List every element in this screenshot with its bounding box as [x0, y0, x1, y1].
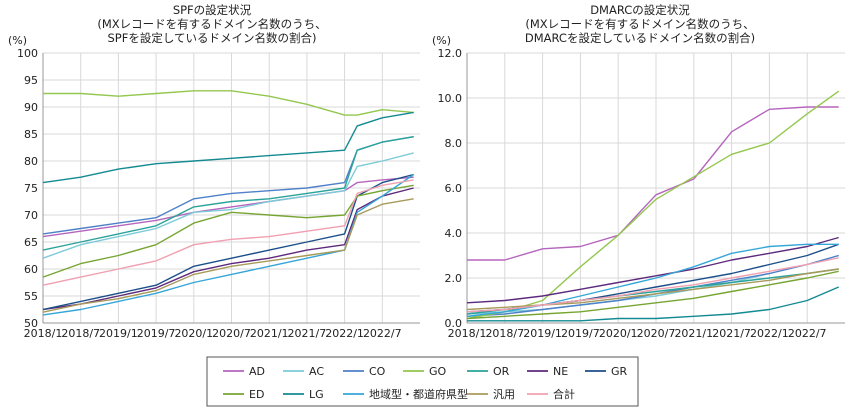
- dmarc-x-tick-label: 2019/7: [561, 327, 600, 340]
- spf-x-tick-label: 2019/7: [137, 327, 176, 340]
- spf-x-tick-label: 2022/1: [325, 327, 364, 340]
- spf-chart-title: SPFの設定状況: [173, 3, 252, 17]
- spf-y-tick-label: 85: [24, 128, 38, 141]
- spf-y-tick-label: 100: [17, 47, 38, 60]
- spf-chart-subtitle-1: (MXレコードを有するドメイン名数のうち、: [97, 17, 326, 31]
- spf-y-tick-label: 65: [24, 236, 38, 249]
- spf-series-line-ED: [43, 185, 414, 277]
- legend-label: ED: [249, 388, 264, 401]
- dmarc-y-unit: (%): [432, 34, 451, 47]
- spf-y-tick-label: 60: [24, 263, 38, 276]
- spf-x-tick-label: 2018/7: [61, 327, 100, 340]
- legend-label: OR: [493, 365, 510, 378]
- dmarc-x-tick-label: 2021/7: [712, 327, 751, 340]
- dmarc-y-tick-label: 12.0: [438, 47, 463, 60]
- legend-label: GO: [429, 365, 447, 378]
- dmarc-x-tick-label: 2022/7: [788, 327, 827, 340]
- spf-series-line-NE: [43, 188, 414, 310]
- spf-x-tick-label: 2021/1: [250, 327, 289, 340]
- spf-y-tick-label: 80: [24, 155, 38, 168]
- dmarc-x-tick-label: 2022/1: [750, 327, 789, 340]
- dmarc-y-tick-label: 2.0: [445, 272, 463, 285]
- dmarc-x-tick-label: 2020/1: [599, 327, 638, 340]
- dmarc-chart-title: DMARCの設定状況: [590, 3, 690, 17]
- dmarc-y-tick-label: 8.0: [445, 137, 463, 150]
- spf-series-line-LG: [43, 112, 414, 182]
- spf-series-line-AD: [43, 177, 414, 236]
- spf-x-tick-label: 2020/1: [174, 327, 213, 340]
- spf-y-tick-label: 90: [24, 101, 38, 114]
- spf-x-tick-label: 2022/7: [363, 327, 402, 340]
- dmarc-y-tick-label: 4.0: [445, 227, 463, 240]
- dmarc-x-tick-label: 2020/7: [637, 327, 676, 340]
- legend-label: LG: [309, 388, 324, 401]
- spf-y-tick-label: 70: [24, 209, 38, 222]
- dmarc-series-line-AD: [467, 107, 839, 260]
- legend-label: AC: [309, 365, 324, 378]
- legend-label: CO: [369, 365, 386, 378]
- dmarc-y-tick-label: 6.0: [445, 182, 463, 195]
- spf-x-tick-label: 2021/7: [288, 327, 327, 340]
- dmarc-chart-subtitle-2: DMARCを設定しているドメイン名数の割合): [525, 31, 755, 45]
- spf-x-tick-label: 2020/7: [212, 327, 251, 340]
- spf-x-tick-label: 2019/1: [99, 327, 138, 340]
- dmarc-series-line-GO: [467, 91, 839, 318]
- spf-series-line-CO: [43, 137, 414, 234]
- legend-label: AD: [249, 365, 265, 378]
- dmarc-series-line-AC: [467, 256, 839, 315]
- spf-y-tick-label: 95: [24, 74, 38, 87]
- spf-y-unit: (%): [8, 34, 27, 47]
- dmarc-x-tick-label: 2021/1: [674, 327, 713, 340]
- dmarc-x-tick-label: 2019/1: [523, 327, 562, 340]
- spf-y-tick-label: 55: [24, 290, 38, 303]
- dmarc-chart-subtitle-1: (MXレコードを有するドメイン名数のうち、: [525, 17, 754, 31]
- legend-label: GR: [611, 365, 628, 378]
- dmarc-x-tick-label: 2018/1: [448, 327, 487, 340]
- spf-series-line-汎用: [43, 199, 414, 312]
- spf-y-tick-label: 75: [24, 182, 38, 195]
- dmarc-x-tick-label: 2018/7: [485, 327, 524, 340]
- spf-series-line-GO: [43, 91, 414, 115]
- spf-x-tick-label: 2018/1: [24, 327, 63, 340]
- legend-label: 合計: [553, 387, 575, 401]
- dmarc-y-tick-label: 10.0: [438, 92, 463, 105]
- legend-label: 汎用: [493, 387, 515, 401]
- legend-label: NE: [553, 365, 568, 378]
- spf-chart-subtitle-2: SPFを設定しているドメイン名数の割合): [108, 31, 317, 45]
- spf-plot: 505560657075808590951002018/12018/72019/…: [17, 47, 420, 340]
- legend-label: 地域型・都道府県型: [369, 387, 468, 401]
